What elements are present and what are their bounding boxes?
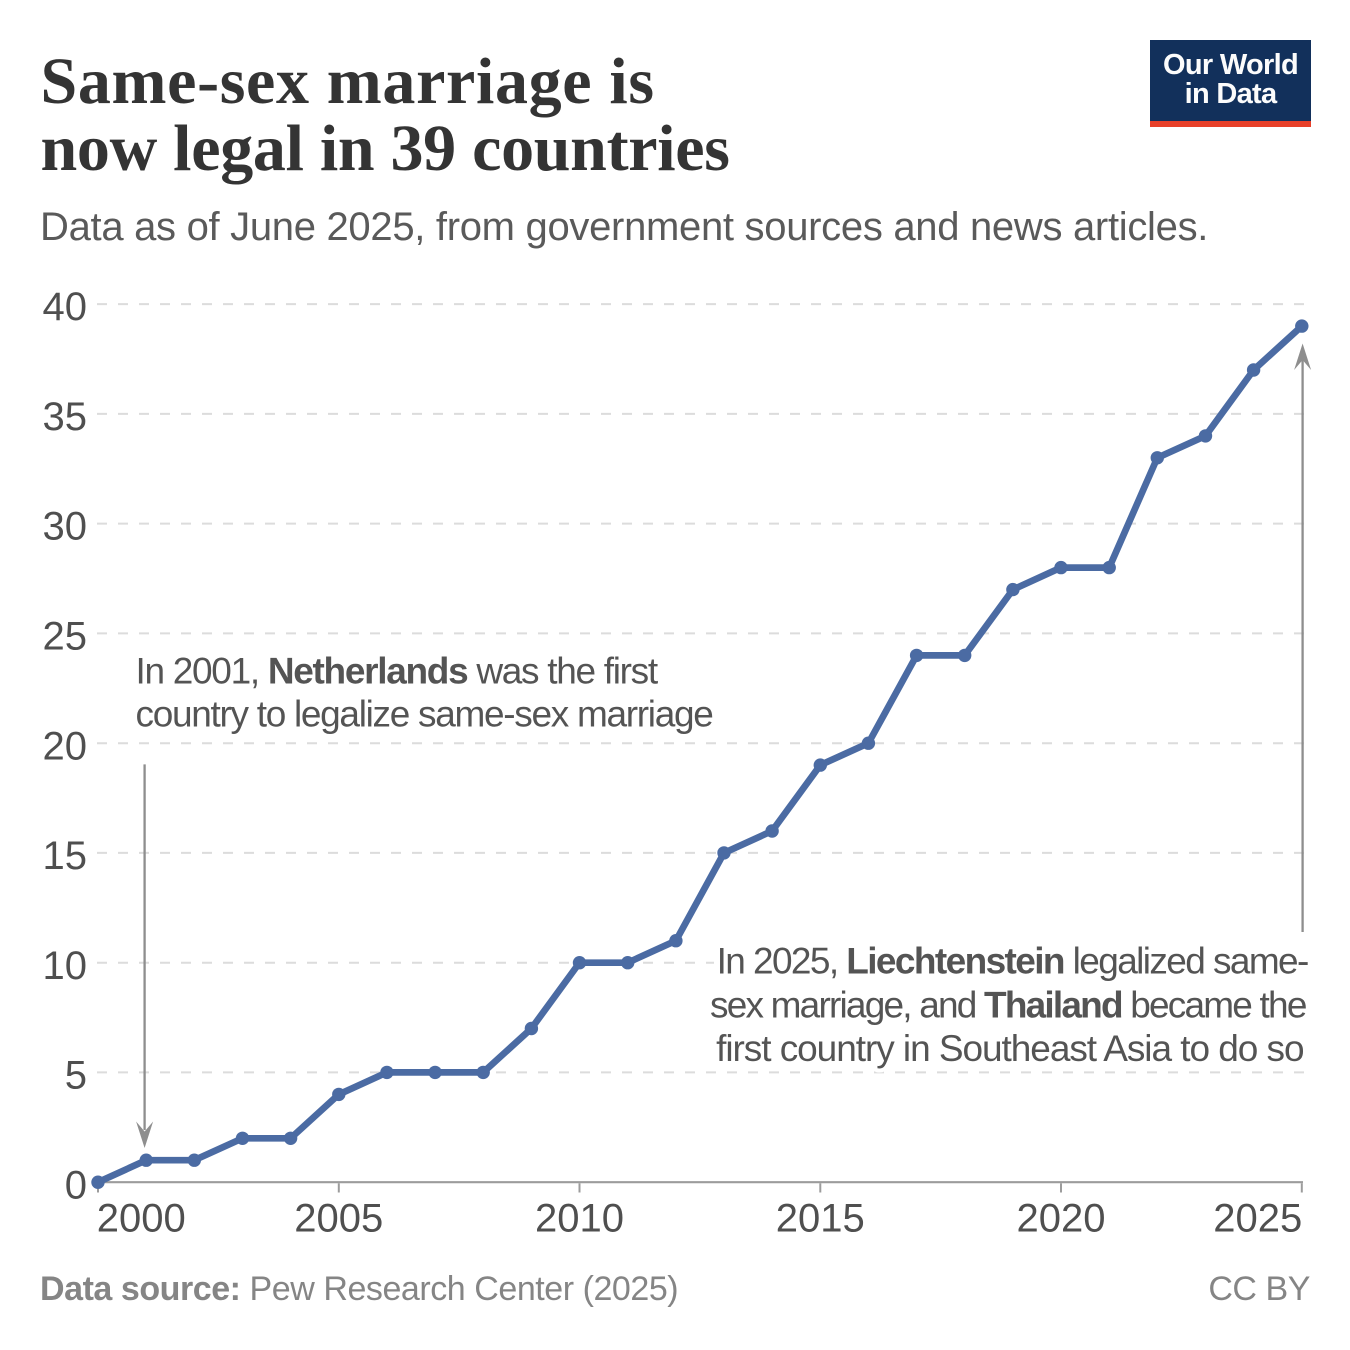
svg-text:35: 35 bbox=[43, 395, 88, 439]
svg-text:20: 20 bbox=[43, 724, 88, 768]
svg-text:In 2025, Liechtenstein legaliz: In 2025, Liechtenstein legalized same- bbox=[717, 941, 1308, 982]
svg-text:2000: 2000 bbox=[97, 1197, 186, 1241]
svg-text:0: 0 bbox=[65, 1163, 87, 1207]
svg-text:10: 10 bbox=[43, 944, 88, 988]
svg-text:sex marriage, and Thailand bec: sex marriage, and Thailand became the bbox=[710, 984, 1306, 1025]
svg-text:2025: 2025 bbox=[1213, 1197, 1302, 1241]
svg-text:2010: 2010 bbox=[535, 1197, 624, 1241]
svg-text:first country in Southeast Asi: first country in Southeast Asia to do so bbox=[716, 1028, 1304, 1069]
svg-text:country to legalize same-sex m: country to legalize same-sex marriage bbox=[136, 694, 713, 735]
svg-text:30: 30 bbox=[43, 505, 88, 549]
svg-text:2005: 2005 bbox=[294, 1197, 383, 1241]
svg-text:15: 15 bbox=[43, 834, 88, 878]
svg-text:5: 5 bbox=[65, 1054, 87, 1098]
svg-text:2020: 2020 bbox=[1017, 1197, 1106, 1241]
svg-text:2015: 2015 bbox=[776, 1197, 865, 1241]
svg-text:40: 40 bbox=[43, 285, 88, 329]
svg-text:25: 25 bbox=[43, 615, 88, 659]
svg-text:In 2001, Netherlands was the f: In 2001, Netherlands was the first bbox=[136, 651, 659, 692]
